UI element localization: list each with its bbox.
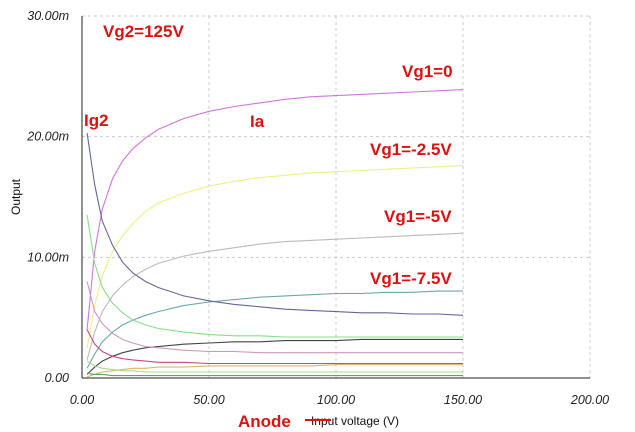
grid-lines	[82, 15, 591, 378]
series-line-ig2	[86, 281, 463, 354]
series-line-ig2	[86, 360, 463, 373]
y-tick-label: 10.00m	[27, 250, 69, 264]
series-line-ia	[86, 338, 463, 375]
y-tick-labels: 0.00 10.00m 20.00m 30.00m	[26, 9, 69, 385]
y-tick-label: 20.00m	[26, 130, 69, 144]
anode-annotation: Anode	[238, 412, 291, 431]
vg1-m7-5-annotation: Vg1=-7.5V	[370, 269, 452, 288]
x-tick-label: 0.00	[70, 393, 94, 407]
vg1-m5-annotation: Vg1=-5V	[384, 207, 452, 226]
y-axis-label: Output	[9, 178, 23, 215]
series-line-ia	[86, 232, 464, 361]
y-tick-label: 30.00m	[27, 9, 69, 23]
x-tick-label: 100.00	[317, 393, 355, 407]
axes	[81, 16, 590, 379]
series-line-ia	[86, 165, 464, 348]
x-tick-label: 50.00	[193, 393, 224, 407]
ig2-annotation: Ig2	[84, 111, 109, 130]
x-tick-label: 150.00	[444, 393, 482, 407]
vg2-annotation: Vg2=125V	[103, 22, 184, 41]
series-line-ig2	[86, 132, 464, 316]
series-line-ia	[86, 89, 464, 330]
series-line-ia	[86, 290, 463, 369]
vg1-0-annotation: Vg1=0	[402, 62, 453, 81]
series-line-ia	[86, 364, 463, 378]
y-tick-label: 0.00	[45, 371, 69, 385]
series-line-ig2	[86, 329, 463, 365]
series-layer	[86, 89, 464, 378]
series-line-ig2	[86, 215, 463, 338]
series-line-ig2	[87, 372, 463, 377]
vg1-m2-5-annotation: Vg1=-2.5V	[370, 140, 452, 159]
x-tick-labels: 0.00 50.00 100.00 150.00 200.00	[70, 393, 609, 407]
ia-annotation: Ia	[250, 112, 265, 131]
x-axis-label-rest: voltage (V)	[338, 414, 399, 428]
x-tick-label: 200.00	[570, 393, 609, 407]
